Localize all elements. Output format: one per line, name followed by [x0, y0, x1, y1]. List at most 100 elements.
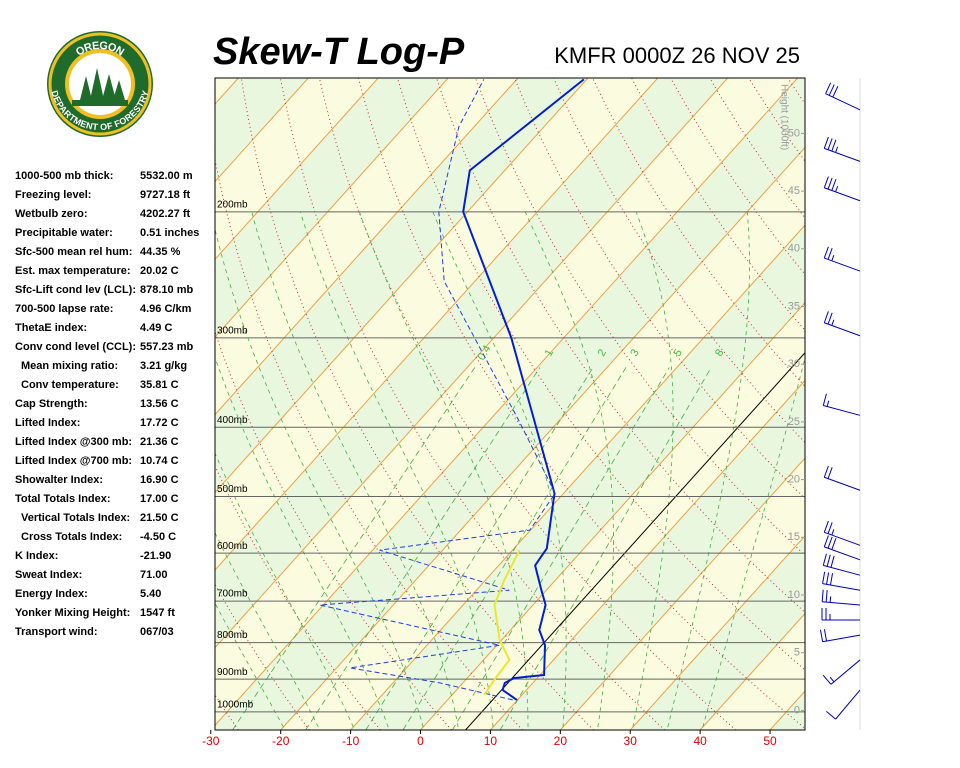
stat-value: -21.90 — [140, 550, 171, 562]
barb-staff — [822, 634, 861, 643]
y2-tick-label: 25 — [788, 416, 800, 428]
barb-staff — [835, 689, 861, 720]
overlay: 200mb 300mb 400mb 500mb 600mb 700mb 800mb 900mb… — [202, 82, 861, 748]
stat-value: 3.21 g/kg — [140, 360, 187, 372]
barb-feather — [823, 465, 829, 478]
stat-label: 1000-500 mb thick: — [15, 170, 113, 182]
barb-feather — [820, 629, 824, 642]
barb-staff — [825, 93, 861, 111]
wind-barb — [823, 520, 861, 546]
barb-feather — [823, 136, 829, 149]
barb-feather — [827, 247, 833, 260]
isobar-label: 300mb — [217, 325, 248, 336]
barb-feather — [826, 711, 836, 720]
chart-title: Skew-T Log-P — [213, 31, 465, 73]
isobar-label: 500mb — [217, 484, 248, 495]
wind-barb — [822, 571, 861, 591]
y2-tick-label: 50 — [788, 127, 800, 139]
stat-label: Transport wind: — [15, 626, 98, 638]
wind-barb — [825, 82, 861, 111]
stat-label: Precipitable water: — [15, 227, 113, 239]
moist-adiabat — [215, 531, 319, 728]
barb-feather — [822, 393, 827, 406]
mixing-ratio-label: 1 — [543, 347, 556, 358]
stat-label: Freezing level: — [15, 189, 91, 201]
wind-barb — [823, 535, 861, 561]
stat-value: 16.90 C — [140, 474, 179, 486]
dry-adiabat — [215, 330, 452, 730]
stat-value: 44.35 % — [140, 246, 181, 258]
stat-label: Showalter Index: — [15, 474, 103, 486]
barb-feather — [831, 139, 837, 152]
isotherm — [215, 78, 798, 727]
barb-staff — [824, 546, 861, 561]
y2-tick-label: 45 — [788, 185, 800, 197]
mixing-ratio-label: 3 — [628, 347, 641, 358]
plot-area: 0.4 1 2 3 5 8 — [215, 78, 960, 730]
stat-value: 20.02 C — [140, 265, 179, 277]
dry-adiabat — [215, 156, 523, 730]
barb-feather — [835, 186, 839, 193]
stat-value: 0.51 inches — [140, 227, 199, 239]
moist-adiabat — [632, 211, 674, 728]
barb-feather — [826, 400, 830, 407]
dry-adiabat — [787, 78, 805, 105]
barb-feather — [832, 86, 839, 98]
wind-barb — [821, 608, 860, 621]
barb-feather — [831, 179, 837, 191]
isotherm — [215, 78, 519, 416]
barb-feather — [827, 536, 833, 549]
stat-label: Conv temperature: — [21, 379, 119, 391]
wind-barb — [823, 246, 861, 272]
wind-barb — [822, 393, 861, 416]
barb-feather — [831, 529, 835, 536]
stats-panel: 1000-500 mb thick: 5532.00 m Freezing leve… — [15, 170, 199, 638]
barb-staff — [824, 531, 861, 546]
x-tick-label: -10 — [342, 734, 360, 748]
isotherm — [559, 457, 805, 730]
barb-feather — [835, 146, 839, 153]
wind-barb — [822, 659, 861, 685]
barb-feather — [823, 176, 829, 188]
isotherm — [215, 78, 729, 649]
mixing-ratio-line — [232, 367, 476, 730]
x-tick-label: 50 — [763, 734, 777, 748]
moist-adiabat — [359, 211, 529, 728]
barb-staff — [824, 187, 861, 202]
y2-tick-label: 10 — [788, 589, 800, 601]
y2-tick-label: 5 — [794, 647, 800, 659]
barb-feather — [827, 177, 833, 190]
dry-adiabat — [215, 583, 310, 730]
barb-feather — [830, 555, 835, 568]
logo-top: OREGON — [74, 40, 126, 59]
barb-feather — [825, 590, 828, 603]
y2-tick-label: 20 — [788, 473, 800, 485]
x-tick-label: 40 — [693, 734, 707, 748]
isotherm — [350, 224, 805, 730]
dry-adiabat — [592, 78, 805, 387]
wind-barb — [821, 589, 861, 606]
stat-value: 4202.27 ft — [140, 208, 190, 220]
isobar-label: 800mb — [217, 630, 248, 641]
stat-value: 9727.18 ft — [140, 189, 190, 201]
dry-adiabat — [944, 78, 960, 730]
x-tick-label: 0 — [417, 734, 424, 748]
isotherm — [629, 535, 805, 730]
x-tick-label: -20 — [272, 734, 290, 748]
stat-value: 557.23 mb — [140, 341, 193, 353]
stat-label: Lifted Index @700 mb: — [15, 455, 132, 467]
stat-value: 71.00 — [140, 569, 168, 581]
y2-tick-label: 35 — [788, 300, 800, 312]
stat-label: Yonker Mixing Height: — [15, 607, 130, 619]
stat-value: 5.40 — [140, 588, 161, 600]
wind-barb — [822, 553, 861, 576]
barb-feather — [822, 571, 826, 584]
x-tick-label: 30 — [624, 734, 638, 748]
isotherm — [699, 612, 805, 730]
stat-value: 17.00 C — [140, 493, 179, 505]
wind-barb — [823, 311, 861, 337]
isotherm — [215, 78, 659, 571]
mixing-ratio-label: 2 — [596, 347, 609, 358]
stat-value: 13.56 C — [140, 398, 179, 410]
